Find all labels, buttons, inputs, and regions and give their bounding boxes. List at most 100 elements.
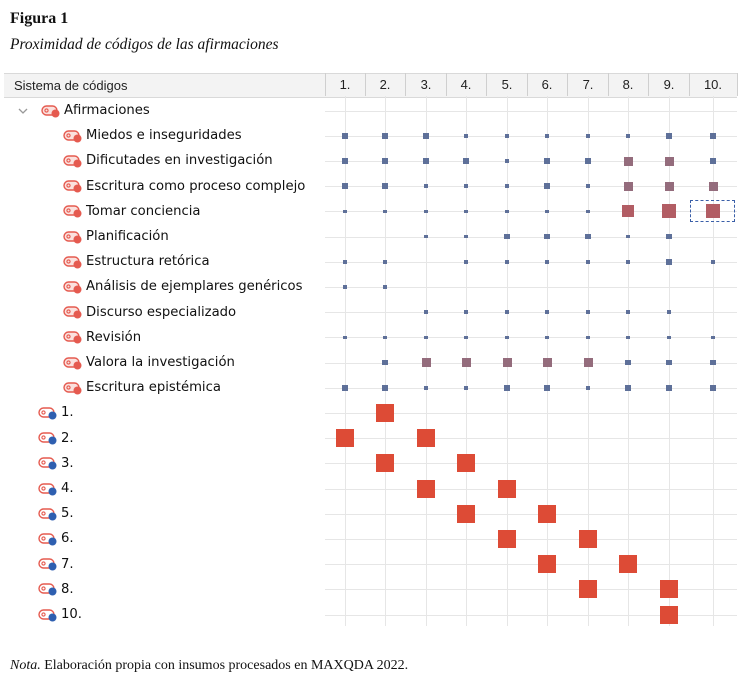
proximity-marker[interactable] [336,429,354,448]
proximity-marker[interactable] [421,358,431,368]
chevron-down-icon[interactable] [17,105,29,117]
proximity-marker[interactable] [626,260,630,264]
proximity-marker[interactable] [708,181,718,191]
column-header[interactable]: 6. [541,77,553,92]
proximity-marker[interactable] [662,204,676,219]
proximity-marker[interactable] [424,234,428,239]
proximity-marker[interactable] [342,133,348,139]
proximity-marker[interactable] [545,310,549,314]
code-group-row[interactable]: Afirmaciones [17,98,150,123]
document-row[interactable]: 7. [38,552,74,577]
proximity-marker[interactable] [502,358,512,368]
proximity-marker[interactable] [664,156,674,166]
proximity-marker[interactable] [585,233,591,240]
proximity-marker[interactable] [586,260,590,264]
column-header[interactable]: 9. [663,77,675,92]
proximity-marker[interactable] [464,234,468,239]
proximity-marker[interactable] [342,385,348,391]
code-row[interactable]: Tomar conciencia [63,199,200,224]
proximity-marker[interactable] [666,133,672,139]
proximity-marker[interactable] [505,260,509,264]
code-row[interactable]: Dificutades en investigación [63,148,273,173]
proximity-marker[interactable] [623,156,633,166]
code-row[interactable]: Escritura como proceso complejo [63,174,305,199]
proximity-marker[interactable] [667,335,671,340]
proximity-marker[interactable] [579,580,597,599]
proximity-marker[interactable] [710,158,716,164]
proximity-marker[interactable] [505,310,509,314]
proximity-marker[interactable] [545,134,549,138]
proximity-marker[interactable] [583,358,593,368]
proximity-marker[interactable] [505,335,509,340]
proximity-marker[interactable] [626,310,630,314]
proximity-marker[interactable] [423,133,429,139]
column-header[interactable]: 8. [622,77,634,92]
proximity-marker[interactable] [586,209,590,214]
column-header[interactable]: 10. [703,77,723,92]
document-row[interactable]: 10. [38,602,82,627]
proximity-marker[interactable] [586,386,590,390]
proximity-marker[interactable] [623,181,633,191]
proximity-marker[interactable] [343,209,347,214]
proximity-marker[interactable] [424,335,428,340]
proximity-marker[interactable] [586,335,590,340]
proximity-marker[interactable] [424,209,428,214]
proximity-marker[interactable] [711,335,715,340]
proximity-marker[interactable] [626,234,630,239]
code-system-header[interactable]: Sistema de códigos [14,78,128,93]
proximity-marker[interactable] [545,335,549,340]
column-header[interactable]: 5. [501,77,513,92]
proximity-marker[interactable] [586,310,590,314]
proximity-marker[interactable] [538,555,556,574]
proximity-marker[interactable] [625,385,631,391]
proximity-marker[interactable] [538,504,556,523]
column-header[interactable]: 1. [339,77,351,92]
proximity-marker[interactable] [710,133,716,139]
proximity-marker[interactable] [585,158,591,164]
document-row[interactable]: 3. [38,451,74,476]
document-row[interactable]: 2. [38,426,74,451]
proximity-marker[interactable] [504,385,510,391]
proximity-marker[interactable] [625,359,631,366]
document-row[interactable]: 8. [38,577,74,602]
proximity-marker[interactable] [579,530,597,548]
proximity-marker[interactable] [505,159,509,163]
proximity-marker[interactable] [424,310,428,314]
proximity-marker[interactable] [706,204,720,219]
proximity-marker[interactable] [382,359,388,366]
proximity-marker[interactable] [463,158,469,164]
proximity-marker[interactable] [343,285,347,289]
proximity-marker[interactable] [666,359,672,366]
proximity-marker[interactable] [666,385,672,391]
proximity-marker[interactable] [660,580,678,599]
proximity-marker[interactable] [710,359,716,366]
code-row[interactable]: Valora la investigación [63,350,235,375]
proximity-marker[interactable] [342,158,348,164]
code-row[interactable]: Revisión [63,325,141,350]
proximity-marker[interactable] [464,184,468,188]
proximity-marker[interactable] [544,158,550,164]
proximity-marker[interactable] [382,133,388,139]
proximity-marker[interactable] [544,385,550,391]
proximity-marker[interactable] [544,183,550,189]
proximity-marker[interactable] [504,233,510,240]
document-row[interactable]: 5. [38,501,74,526]
code-row[interactable]: Estructura retórica [63,249,210,274]
proximity-marker[interactable] [545,209,549,214]
proximity-marker[interactable] [383,285,387,289]
proximity-marker[interactable] [710,385,716,391]
proximity-marker[interactable] [505,209,509,214]
proximity-marker[interactable] [619,555,637,574]
proximity-marker[interactable] [464,386,468,390]
code-row[interactable]: Discurso especializado [63,300,236,325]
proximity-marker[interactable] [342,183,348,189]
proximity-marker[interactable] [383,260,387,264]
proximity-marker[interactable] [424,184,428,188]
column-header[interactable]: 2. [379,77,391,92]
proximity-marker[interactable] [457,504,475,523]
proximity-marker[interactable] [626,335,630,340]
proximity-marker[interactable] [626,134,630,138]
document-row[interactable]: 6. [38,526,74,551]
column-header[interactable]: 3. [420,77,432,92]
proximity-marker[interactable] [417,429,435,448]
